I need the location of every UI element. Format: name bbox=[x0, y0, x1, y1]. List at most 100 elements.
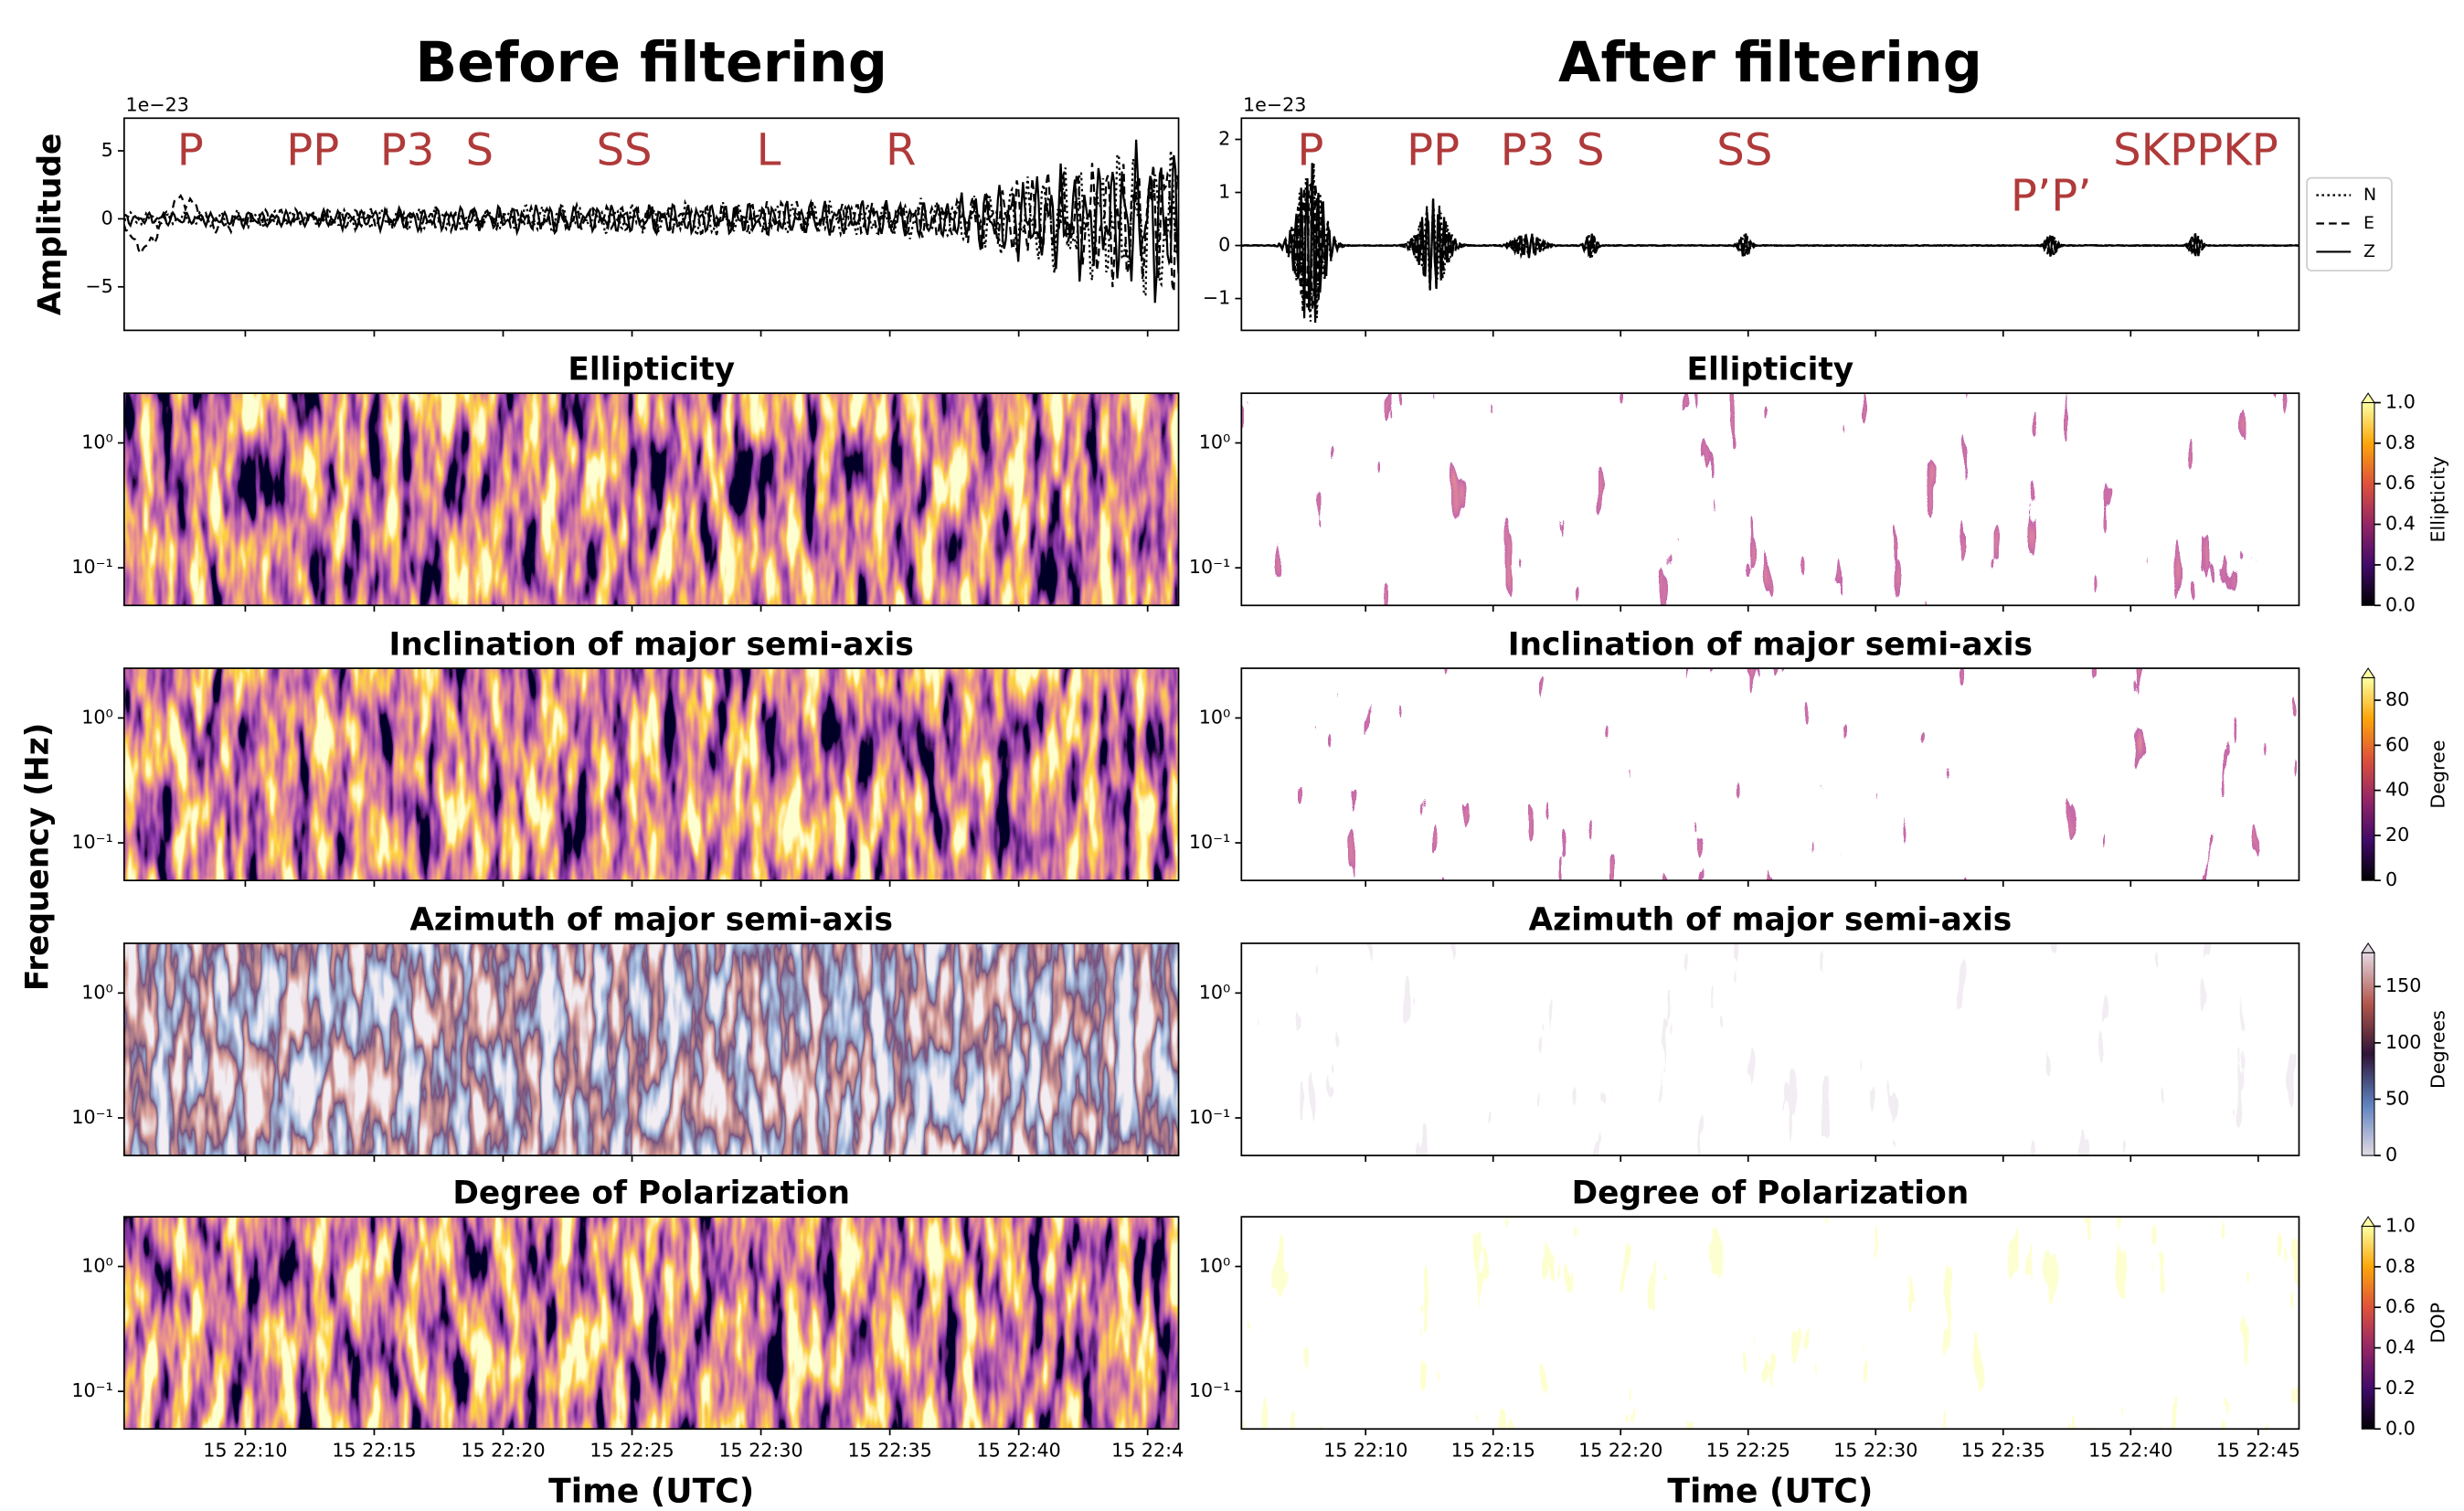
legend-label: Z bbox=[2363, 241, 2375, 261]
x-tick-label: 15 22:4 bbox=[1111, 1439, 1184, 1461]
panel-title: Ellipticity bbox=[568, 352, 735, 388]
y-tick-label: 1 bbox=[1218, 181, 1230, 203]
plot-area bbox=[1241, 393, 2299, 606]
colorbar-tick-label: 0 bbox=[2385, 1144, 2397, 1165]
colorbar-extend bbox=[2361, 942, 2375, 953]
x-tick-label: 15 22:45 bbox=[2216, 1439, 2300, 1461]
y-tick-label: 10⁰ bbox=[81, 1255, 113, 1277]
colorbar-tick-label: 0.6 bbox=[2385, 472, 2416, 494]
phase-label: P’P’ bbox=[2011, 170, 2092, 221]
y-tick-label: 10⁻¹ bbox=[71, 1106, 112, 1128]
phase-label: P bbox=[1297, 125, 1323, 176]
x-tick-label: 15 22:20 bbox=[1578, 1439, 1662, 1461]
plot-area bbox=[123, 1217, 1179, 1430]
panel-title: Azimuth of major semi-axis bbox=[1529, 901, 2013, 938]
legend-label: N bbox=[2363, 185, 2376, 205]
phase-label: P bbox=[177, 125, 204, 176]
spectrogram bbox=[1241, 668, 2299, 881]
plot-area bbox=[1241, 668, 2299, 881]
phase-label: R bbox=[886, 125, 916, 176]
y-tick-label: −1 bbox=[1203, 287, 1230, 309]
plot-area bbox=[1241, 163, 2299, 324]
colorbar-tick-label: 0.0 bbox=[2385, 1417, 2416, 1439]
axes-frame bbox=[122, 1216, 1180, 1431]
y-tick-label: 10⁻¹ bbox=[1189, 1106, 1230, 1128]
spectrogram bbox=[123, 668, 1179, 881]
plot-area bbox=[123, 668, 1179, 881]
colorbar bbox=[2361, 1225, 2375, 1430]
colorbar-tick-label: 150 bbox=[2385, 974, 2421, 996]
axes-frame bbox=[1240, 392, 2300, 607]
colorbar-extend bbox=[2361, 667, 2375, 678]
y-tick-label: 10⁻¹ bbox=[71, 1379, 112, 1401]
colorbar-tick-label: 80 bbox=[2385, 688, 2409, 710]
y-tick-label: 10⁻¹ bbox=[1189, 556, 1230, 578]
legend-label: E bbox=[2363, 213, 2374, 233]
x-tick-label: 15 22:40 bbox=[977, 1439, 1061, 1461]
y-tick-label: 2 bbox=[1218, 128, 1230, 150]
colorbar-extend bbox=[2361, 392, 2375, 404]
colorbar-tick-label: 20 bbox=[2385, 824, 2409, 846]
y-tick-label: −5 bbox=[85, 275, 112, 297]
colorbar-extend bbox=[2361, 1216, 2375, 1227]
spectrogram bbox=[123, 1217, 1179, 1430]
plot-area bbox=[123, 393, 1179, 606]
x-tick-label: 15 22:25 bbox=[589, 1439, 674, 1461]
colorbar-tick-label: 0.0 bbox=[2385, 593, 2416, 615]
column-title: After filtering bbox=[1558, 31, 1982, 95]
y-tick-label: 10⁰ bbox=[1199, 431, 1231, 453]
colorbar-tick-label: 40 bbox=[2385, 779, 2409, 801]
colorbar-tick-label: 50 bbox=[2385, 1087, 2409, 1109]
axes-frame bbox=[1240, 117, 2300, 332]
x-tick-label: 15 22:35 bbox=[1961, 1439, 2045, 1461]
offset-text: 1e−23 bbox=[126, 94, 189, 116]
y-tick-label: 10⁰ bbox=[1199, 706, 1231, 728]
y-tick-label: 10⁻¹ bbox=[1189, 1379, 1230, 1401]
axes-frame bbox=[122, 392, 1180, 607]
y-tick-label: 10⁰ bbox=[81, 706, 113, 728]
x-tick-label: 15 22:35 bbox=[847, 1439, 931, 1461]
x-tick-label: 15 22:30 bbox=[718, 1439, 802, 1461]
phase-label: P3 bbox=[380, 125, 435, 176]
panel-title: Ellipticity bbox=[1687, 352, 1854, 388]
y-tick-label: 10⁰ bbox=[81, 431, 113, 453]
panel-title: Inclination of major semi-axis bbox=[1508, 627, 2033, 664]
x-tick-label: 15 22:10 bbox=[1323, 1439, 1407, 1461]
axes-frame bbox=[1240, 1216, 2300, 1431]
colorbar-label: Degrees bbox=[2427, 1010, 2448, 1089]
phase-label: S bbox=[1577, 125, 1605, 176]
phase-label: S bbox=[466, 125, 494, 176]
colorbar-tick-label: 0.2 bbox=[2385, 1377, 2416, 1399]
panel-title: Azimuth of major semi-axis bbox=[409, 901, 893, 938]
y-tick-label: 10⁰ bbox=[1199, 1255, 1231, 1277]
x-axis-label: Time (UTC) bbox=[1667, 1472, 1873, 1511]
waveform bbox=[1241, 163, 2299, 322]
colorbar bbox=[2361, 952, 2375, 1156]
phase-label: P3 bbox=[1501, 125, 1556, 176]
colorbar-tick-label: 0.8 bbox=[2385, 431, 2416, 453]
spectrogram bbox=[1241, 1217, 2299, 1430]
colorbar-tick-label: 0.2 bbox=[2385, 553, 2416, 575]
phase-label: PP bbox=[1407, 125, 1460, 176]
colorbar-label: Degree bbox=[2427, 740, 2448, 809]
y-axis-label: Amplitude bbox=[32, 133, 69, 315]
waveform bbox=[123, 139, 1179, 303]
colorbar bbox=[2361, 676, 2375, 881]
phase-label: SS bbox=[597, 125, 653, 176]
plot-area bbox=[1241, 1217, 2299, 1430]
phase-label: L bbox=[757, 125, 781, 176]
y-axis-label: Frequency (Hz) bbox=[19, 723, 56, 991]
axes-frame bbox=[122, 667, 1180, 882]
y-tick-label: 10⁻¹ bbox=[1189, 831, 1230, 853]
colorbar bbox=[2361, 401, 2375, 606]
x-tick-label: 15 22:10 bbox=[203, 1439, 287, 1461]
colorbar-tick-label: 100 bbox=[2385, 1031, 2421, 1053]
plot-area bbox=[1241, 942, 2299, 1156]
colorbar-tick-label: 1.0 bbox=[2385, 390, 2416, 412]
spectrogram bbox=[1241, 942, 2299, 1156]
panel-title: Inclination of major semi-axis bbox=[389, 627, 914, 664]
waveform bbox=[123, 163, 1179, 293]
panel-title: Degree of Polarization bbox=[452, 1176, 850, 1212]
spectrogram bbox=[1241, 393, 2299, 606]
